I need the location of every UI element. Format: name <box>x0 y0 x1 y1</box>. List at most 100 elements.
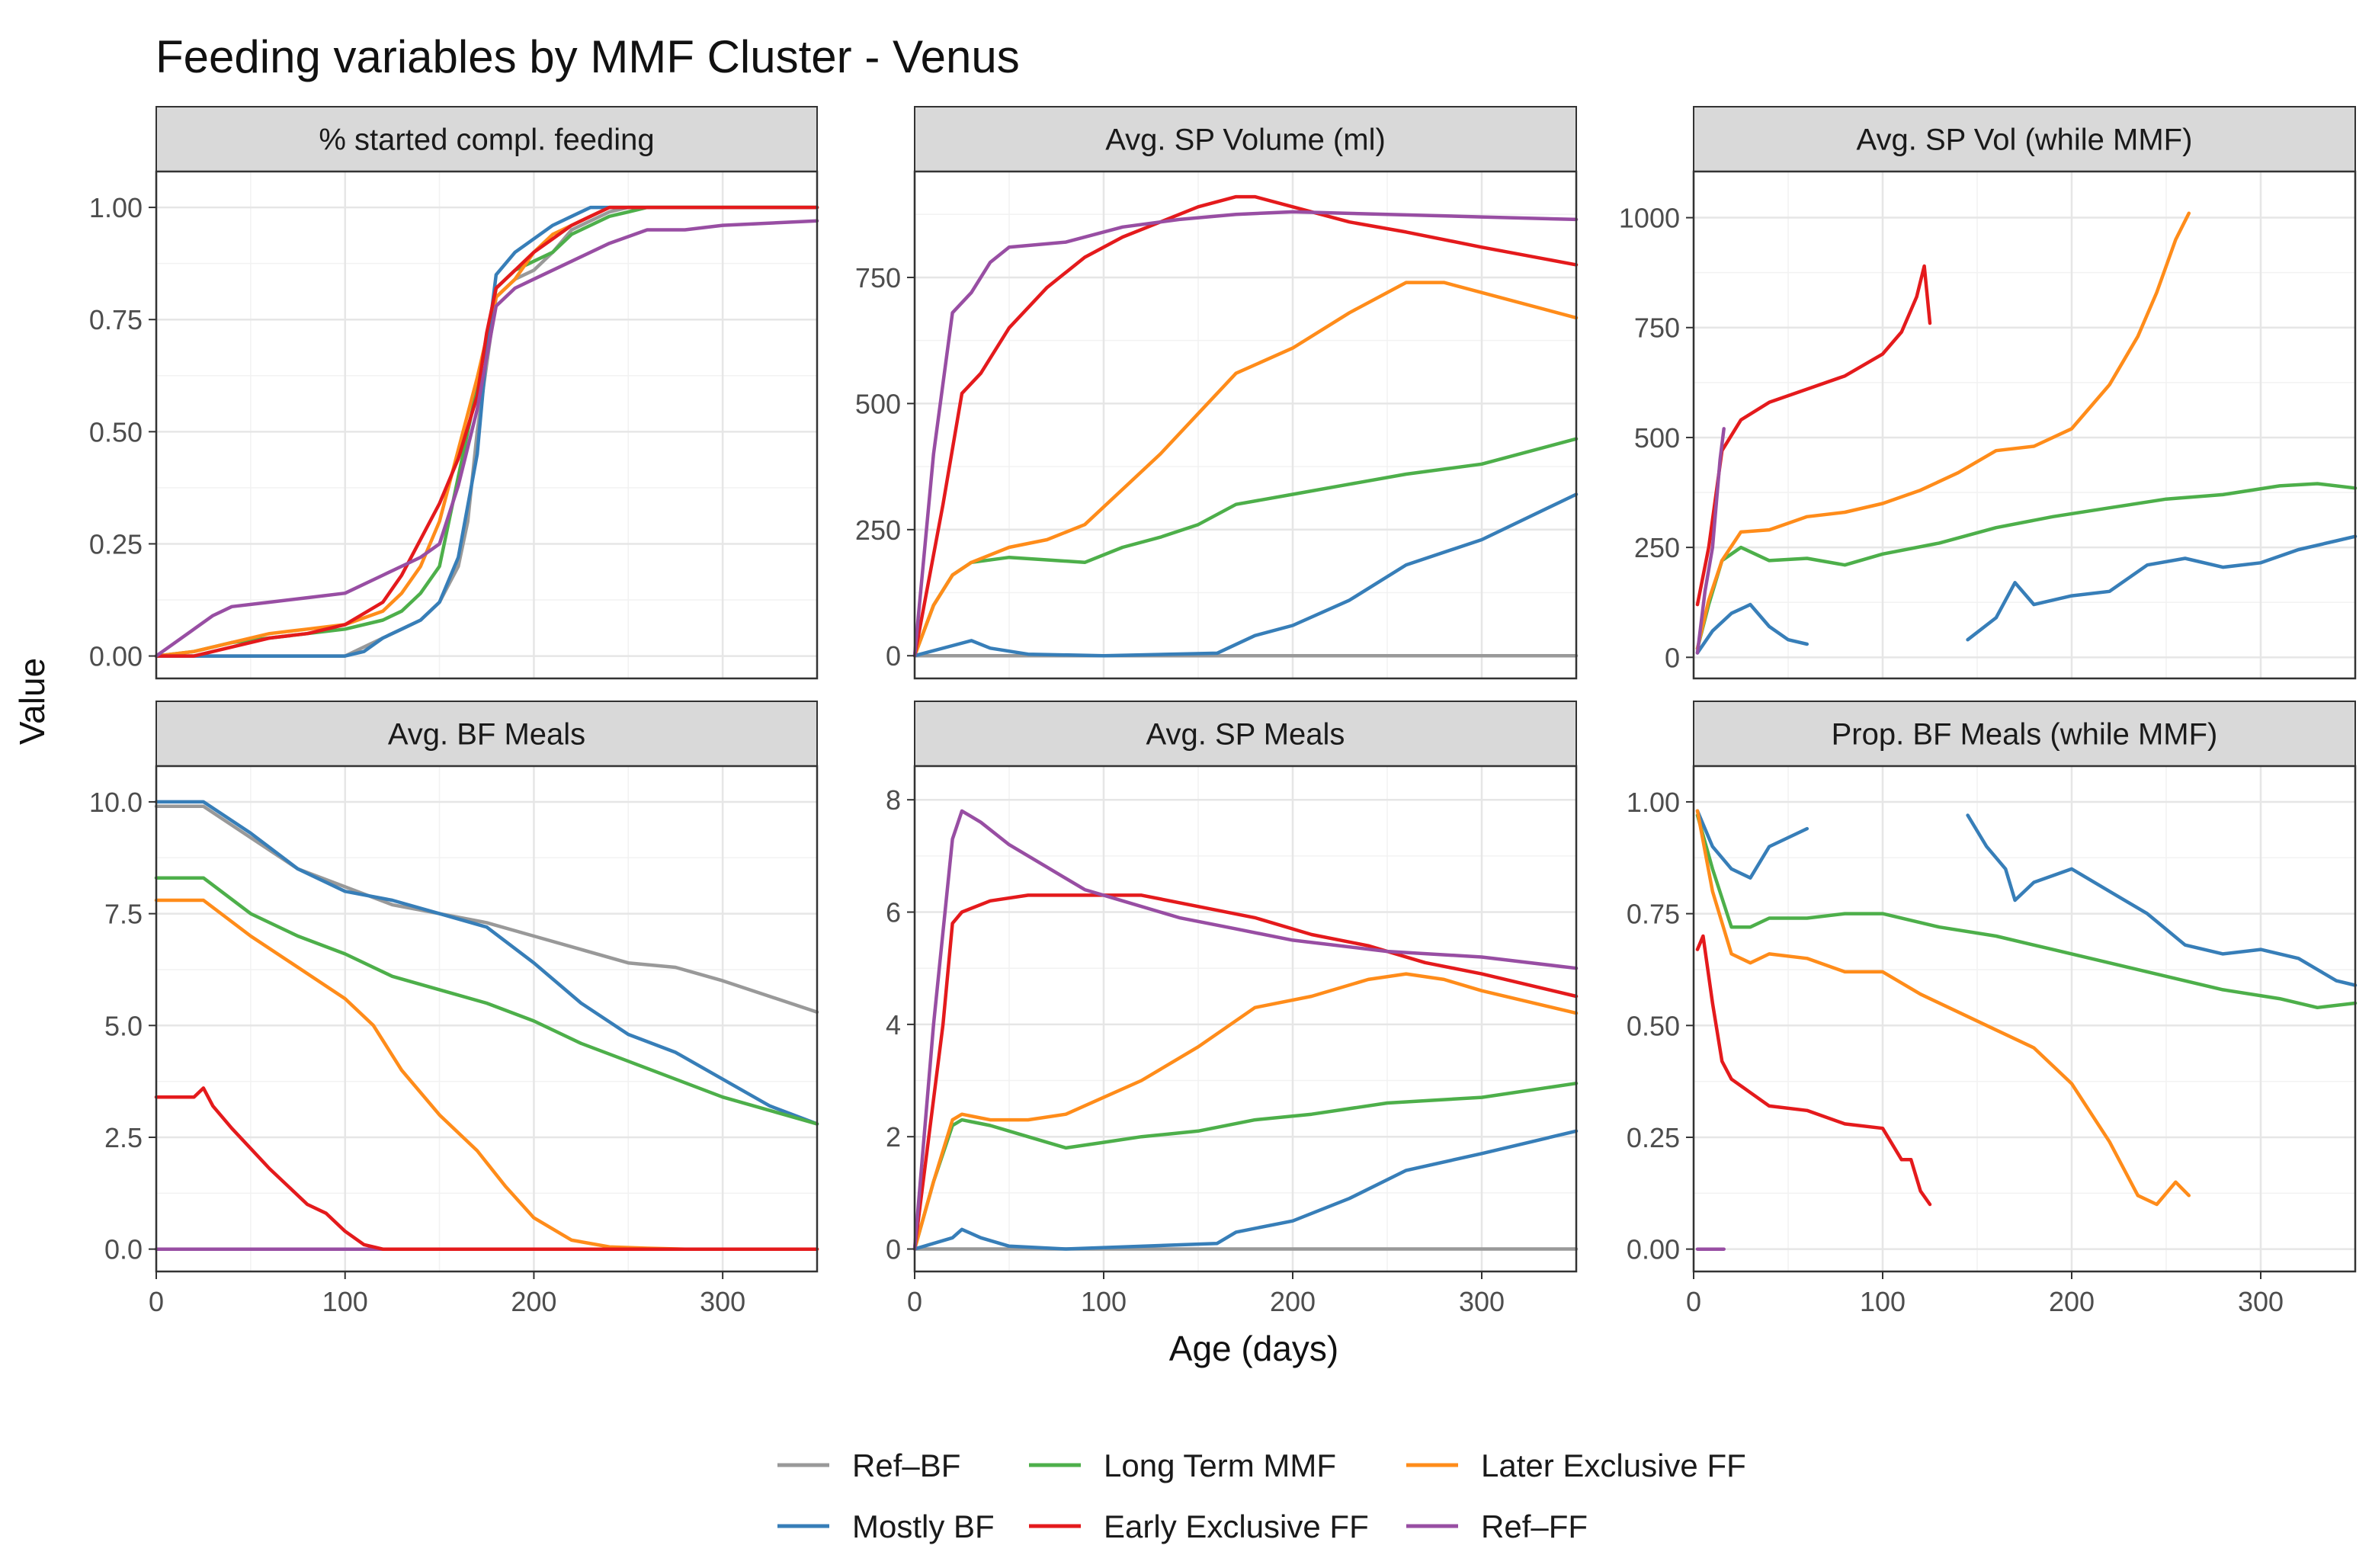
series-line-early-exclusive-ff <box>154 1086 819 1251</box>
y-tick-label: 0.25 <box>89 528 143 560</box>
panel-avg-sp-vol-while-mmf: Avg. SP Vol (while MMF) 0 250 500 750 1000 <box>1619 106 2358 680</box>
x-tick-label: 100 <box>1860 1286 1906 1317</box>
y-tick-label: 0.75 <box>89 304 143 335</box>
series-line-ref-ff <box>912 809 1579 1251</box>
y-tick-label: 0.75 <box>1627 899 1680 930</box>
panel-strip <box>1693 701 2356 767</box>
panel-strip <box>914 701 1577 767</box>
y-tick-label: 0.0 <box>104 1234 143 1265</box>
panel-border <box>1692 170 2357 680</box>
series-line-mostly-bf <box>154 800 819 1126</box>
panel-strip <box>914 106 1577 172</box>
chart-title: Feeding variables by MMF Cluster - Venus <box>155 31 1020 82</box>
y-tick-label: 4 <box>886 1009 901 1041</box>
panel-prop-bf-meals-while-mmf: Prop. BF Meals (while MMF) 0.00 0.25 0.50 0.… <box>1627 701 2358 1317</box>
series-line-early-exclusive-ff <box>154 205 819 658</box>
plot-area <box>1694 766 2355 1271</box>
y-tick-label: 5.0 <box>104 1010 143 1041</box>
x-tick-label: 300 <box>2238 1286 2284 1317</box>
y-tick-label: 750 <box>855 262 901 293</box>
panel-strip <box>1693 106 2356 172</box>
series-line-later-exclusive-ff <box>1695 211 2191 651</box>
x-tick-label: 200 <box>511 1286 556 1317</box>
series-line-mostly-bf <box>1966 534 2358 642</box>
y-tick-label: 2.5 <box>104 1122 143 1153</box>
y-tick-label: 0 <box>886 1234 901 1265</box>
x-tick-label: 200 <box>2049 1286 2095 1317</box>
panel-border <box>155 170 819 680</box>
panel-border <box>913 765 1578 1273</box>
panel-border <box>913 170 1578 680</box>
y-tick-label: 0.50 <box>89 416 143 447</box>
panel-title: Avg. SP Volume (ml) <box>1105 123 1386 157</box>
series-line-mostly-bf <box>1695 809 1809 880</box>
panel-title: Avg. BF Meals <box>388 718 585 752</box>
y-tick-label: 7.5 <box>104 899 143 930</box>
x-tick-label: 100 <box>322 1286 368 1317</box>
panel-title: Avg. SP Vol (while MMF) <box>1857 123 2193 157</box>
y-tick-label: 500 <box>1634 422 1680 454</box>
y-tick-label: 1.00 <box>89 192 143 223</box>
panel-avg-bf-meals: Avg. BF Meals 0.0 2.5 5.0 7.5 10.0 0 100 200 300 <box>89 701 819 1317</box>
legend-label-early-exclusive-ff: Early Exclusive FF <box>1104 1509 1369 1544</box>
series-line-ref-ff <box>154 219 819 658</box>
panel-title: Prop. BF Meals (while MMF) <box>1832 718 2218 752</box>
x-tick-label: 100 <box>1081 1286 1127 1317</box>
series-line-later-exclusive-ff <box>912 281 1579 658</box>
panel-title: % started compl. feeding <box>319 123 654 157</box>
y-tick-label: 0.00 <box>1627 1234 1680 1265</box>
y-tick-label: 250 <box>855 515 901 546</box>
series-line-early-exclusive-ff <box>1695 934 1932 1207</box>
legend-label-mostly-bf: Mostly BF <box>852 1509 995 1544</box>
y-tick-label: 6 <box>886 897 901 928</box>
series-line-mostly-bf <box>912 1129 1579 1251</box>
legend-label-ref-bf: Ref–BF <box>852 1448 960 1483</box>
plot-area <box>915 766 1576 1271</box>
x-axis-title: Age (days) <box>1169 1329 1338 1368</box>
series-line-long-term-mmf <box>912 1081 1579 1251</box>
series-line-ref-ff <box>912 210 1579 658</box>
series-line-mostly-bf <box>1966 813 2358 987</box>
series-line-ref-ff <box>1695 427 1726 655</box>
series-line-long-term-mmf <box>154 876 819 1126</box>
legend-label-ref-ff: Ref–FF <box>1481 1509 1588 1544</box>
series-line-mostly-bf <box>912 492 1579 658</box>
plot-area <box>156 766 817 1271</box>
y-tick-label: 0.25 <box>1627 1122 1680 1153</box>
x-tick-label: 0 <box>907 1286 922 1317</box>
panel-avg-sp-meals: Avg. SP Meals 0 2 4 6 8 0 100 200 300 <box>886 701 1579 1317</box>
panel-strip <box>155 701 818 767</box>
plot-area <box>915 172 1576 678</box>
panel-strip <box>155 106 818 172</box>
x-tick-label: 0 <box>149 1286 164 1317</box>
y-tick-label: 0 <box>1665 642 1680 673</box>
y-tick-label: 2 <box>886 1121 901 1153</box>
series-line-long-term-mmf <box>1695 813 2358 1010</box>
y-tick-label: 250 <box>1634 532 1680 563</box>
y-axis-title: Value <box>12 658 52 745</box>
series-line-later-exclusive-ff <box>912 972 1579 1251</box>
series-line-later-exclusive-ff <box>1695 809 2191 1207</box>
panel-border <box>1692 765 2357 1273</box>
panel-border <box>155 765 819 1273</box>
legend: Ref–BF Long Term MMF Later Exclusive FF … <box>777 1448 1746 1544</box>
panel-avg-sp-volume-ml: Avg. SP Volume (ml) 0 250 500 750 <box>855 106 1579 680</box>
y-tick-label: 0.50 <box>1627 1010 1680 1041</box>
y-tick-label: 10.0 <box>89 787 143 818</box>
y-tick-label: 1000 <box>1619 203 1680 234</box>
series-line-mostly-bf <box>1695 602 1809 655</box>
x-tick-label: 300 <box>700 1286 745 1317</box>
x-tick-label: 200 <box>1270 1286 1316 1317</box>
y-tick-label: 0 <box>886 640 901 672</box>
x-tick-label: 300 <box>1459 1286 1505 1317</box>
panels: % started compl. feeding0.000.250.500.75… <box>89 106 2358 1317</box>
y-tick-label: 750 <box>1634 313 1680 344</box>
series-line-early-exclusive-ff <box>912 893 1579 1251</box>
panel-started-compl-feeding: % started compl. feeding 0.00 0.25 0.50 0.75… <box>89 106 819 680</box>
legend-label-later-exclusive-ff: Later Exclusive FF <box>1481 1448 1746 1483</box>
panel-title: Avg. SP Meals <box>1146 718 1345 752</box>
legend-label-long-term-mmf: Long Term MMF <box>1104 1448 1336 1483</box>
y-tick-label: 500 <box>855 388 901 419</box>
y-tick-label: 0.00 <box>89 641 143 672</box>
